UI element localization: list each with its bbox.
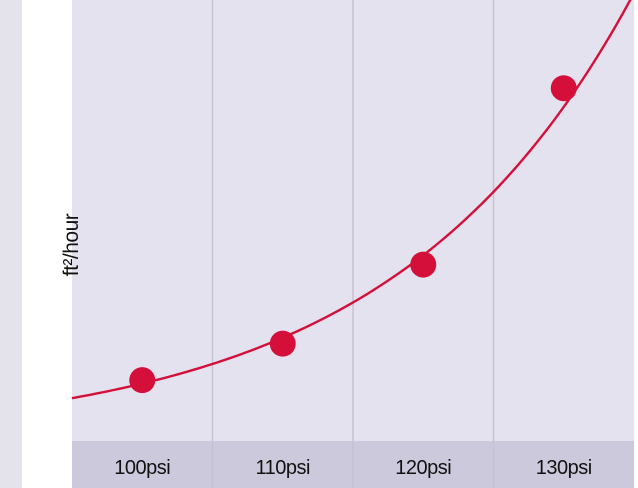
x-tick-label-120psi: 120psi (395, 457, 451, 479)
y-axis-label: ft²/hour (60, 213, 83, 277)
data-point-120psi (410, 251, 437, 278)
x-tick-label-100psi: 100psi (114, 457, 170, 479)
x-tick-label-130psi: 130psi (536, 457, 592, 479)
data-point-110psi (269, 330, 296, 357)
data-point-130psi (550, 75, 577, 102)
series-line (71, 0, 632, 400)
x-tick-label-110psi: 110psi (256, 457, 311, 479)
left-margin (0, 0, 22, 488)
data-point-100psi (129, 367, 156, 394)
